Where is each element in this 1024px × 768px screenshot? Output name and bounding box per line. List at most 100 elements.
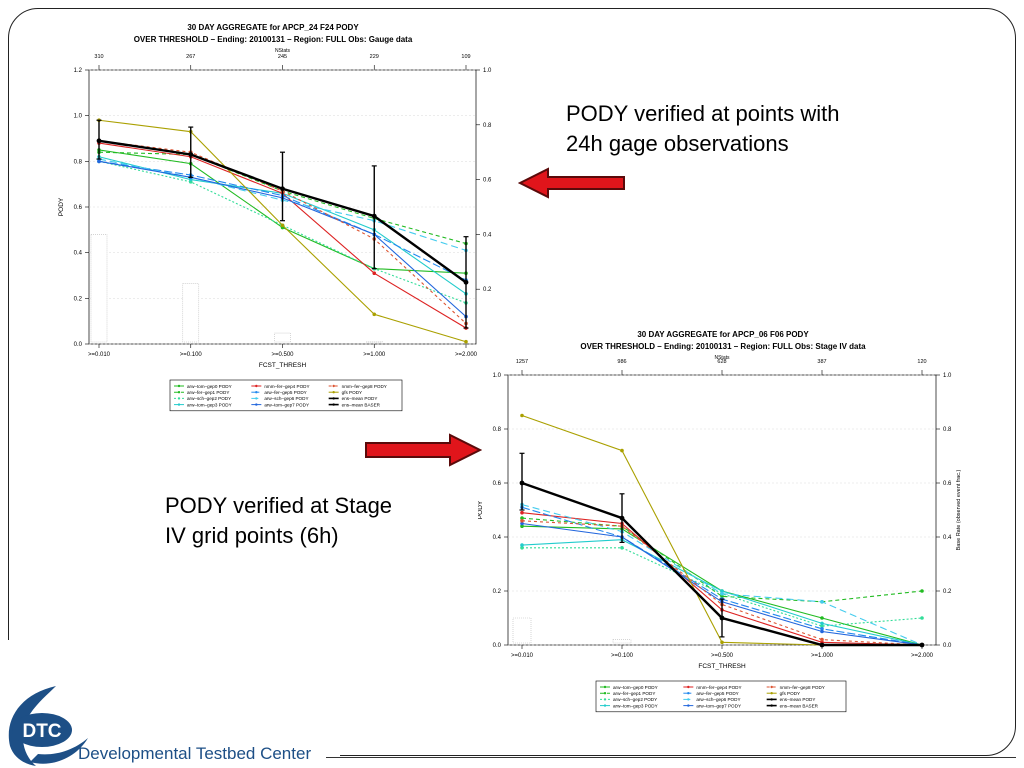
legend-label: nmm–fer–gep4 PODY	[264, 384, 309, 389]
chart-gauge-svg: 30 DAY AGGREGATE for APCP_24 F24 PODY OVE…	[58, 23, 502, 412]
base-rate-bar	[90, 234, 108, 343]
legend-label: arw–fer–gep5 PODY	[264, 390, 306, 395]
top-axis-tick-label: 120	[917, 359, 926, 365]
chart-subtitle: OVER THRESHOLD – Ending: 20100131 – Regi…	[580, 342, 866, 351]
legend-marker	[177, 403, 181, 406]
legend-label: ens–mean PODY	[342, 396, 378, 401]
legend-marker	[770, 704, 773, 707]
chart-stage4-svg: 30 DAY AGGREGATE for APCP_06 F06 PODY OVE…	[477, 330, 962, 713]
legend-label: arw–tom–gep0 PODY	[187, 384, 232, 389]
series-point	[820, 624, 824, 628]
logo-swoosh-icon	[8, 686, 56, 766]
legend-marker	[603, 704, 607, 707]
series-line	[521, 520, 923, 646]
top-axis-tick-label: 267	[186, 54, 195, 60]
legend-marker	[332, 384, 335, 388]
series-point	[920, 616, 924, 620]
y2-tick-label: 0.6	[483, 178, 492, 184]
y-tick-label: 0.6	[493, 481, 502, 487]
y2-tick-label: 0.0	[943, 643, 952, 649]
top-axis-tick-label: 387	[817, 359, 826, 365]
y-tick-label: 0.4	[74, 251, 83, 257]
series-point	[372, 271, 377, 276]
legend-label: ens–mean BASER	[342, 402, 381, 407]
x-tick-label: >=0.010	[511, 653, 534, 659]
series-point	[280, 223, 285, 228]
series-point	[97, 159, 101, 164]
y2-tick-label: 1.0	[483, 68, 492, 74]
x-tick-label: >=0.100	[611, 653, 634, 659]
legend-marker	[603, 698, 607, 701]
y-tick-label: 0.2	[74, 296, 83, 302]
series-line	[98, 160, 467, 281]
series-point	[520, 516, 524, 520]
legend-marker	[687, 698, 690, 701]
legend-marker	[255, 391, 258, 394]
base-rate-bar	[612, 639, 632, 644]
x-tick-label: >=0.500	[271, 352, 294, 358]
x-tick-label: >=1.000	[363, 352, 386, 358]
legend-marker	[177, 397, 181, 400]
legend-marker	[687, 704, 690, 707]
x-tick-label: >=0.100	[180, 352, 203, 358]
top-axis-tick-label: 1257	[516, 359, 528, 365]
legend-label: gfs PODY	[780, 691, 800, 696]
legend-label: arw–sch–gep2 PODY	[187, 396, 231, 401]
series-point	[720, 594, 724, 599]
chart-stage4-pody: 30 DAY AGGREGATE for APCP_06 F06 PODY OVE…	[477, 325, 968, 717]
series-point	[520, 543, 524, 547]
y-tick-label: 1.2	[74, 68, 83, 74]
series-point	[720, 589, 724, 593]
x-tick-label: >=2.000	[455, 352, 478, 358]
series-point	[920, 589, 924, 593]
chart-gauge-pody: 30 DAY AGGREGATE for APCP_24 F24 PODY OVE…	[54, 18, 502, 418]
legend-label: arw–fer–gep1 PODY	[187, 390, 229, 395]
legend-marker	[770, 685, 773, 689]
y2-tick-label: 0.4	[943, 535, 952, 541]
legend-marker	[332, 397, 335, 400]
y2-axis-label: Base Rate (observed event frac.)	[956, 469, 962, 550]
series-point	[820, 637, 824, 642]
legend-marker	[332, 403, 335, 406]
series-point	[520, 524, 524, 528]
series-point	[720, 640, 724, 645]
series-point	[820, 627, 824, 631]
top-axis-label: NStats	[714, 355, 730, 361]
series-point	[820, 629, 824, 634]
series-point	[820, 616, 824, 620]
chart-title: 30 DAY AGGREGATE for APCP_24 F24 PODY	[187, 23, 359, 32]
x-tick-label: >=1.000	[811, 653, 834, 659]
series-point	[520, 413, 524, 418]
legend-label: arw–sch–gep2 PODY	[613, 697, 657, 702]
y2-tick-label: 0.6	[943, 481, 952, 487]
y-tick-label: 0.0	[74, 342, 83, 348]
series-point	[620, 546, 624, 550]
legend-label: arw–fer–gep1 PODY	[613, 691, 655, 696]
dtc-logo: DTC	[8, 686, 88, 766]
series-point	[919, 642, 925, 648]
chart-subtitle: OVER THRESHOLD – Ending: 20100131 – Regi…	[134, 35, 413, 44]
top-axis-label: NStats	[275, 48, 291, 54]
legend-label: arw–tom–gep7 PODY	[696, 703, 741, 708]
base-rate-bar	[274, 332, 291, 343]
series-line	[521, 517, 923, 603]
top-axis-tick-label: 229	[370, 54, 379, 60]
base-rate-bar	[182, 283, 200, 343]
x-axis-label: FCST_THRESH	[698, 663, 746, 670]
series-point	[720, 591, 724, 596]
y-tick-label: 0.0	[493, 643, 502, 649]
chart-title: 30 DAY AGGREGATE for APCP_06 F06 PODY	[637, 330, 809, 339]
legend-marker	[255, 397, 258, 400]
y-tick-label: 0.8	[74, 159, 83, 165]
legend-label: ens–mean PODY	[780, 697, 816, 702]
series-point	[464, 339, 468, 344]
y-tick-label: 1.0	[74, 114, 83, 120]
footer-rule	[326, 757, 1016, 758]
y2-tick-label: 0.2	[483, 287, 492, 293]
legend-marker	[255, 384, 258, 388]
top-axis-tick-label: 986	[617, 359, 626, 365]
caption-gauge-line1: PODY verified at points with	[566, 101, 840, 126]
series-point	[520, 546, 524, 550]
series-point	[520, 521, 524, 526]
y2-tick-label: 0.8	[483, 123, 492, 129]
